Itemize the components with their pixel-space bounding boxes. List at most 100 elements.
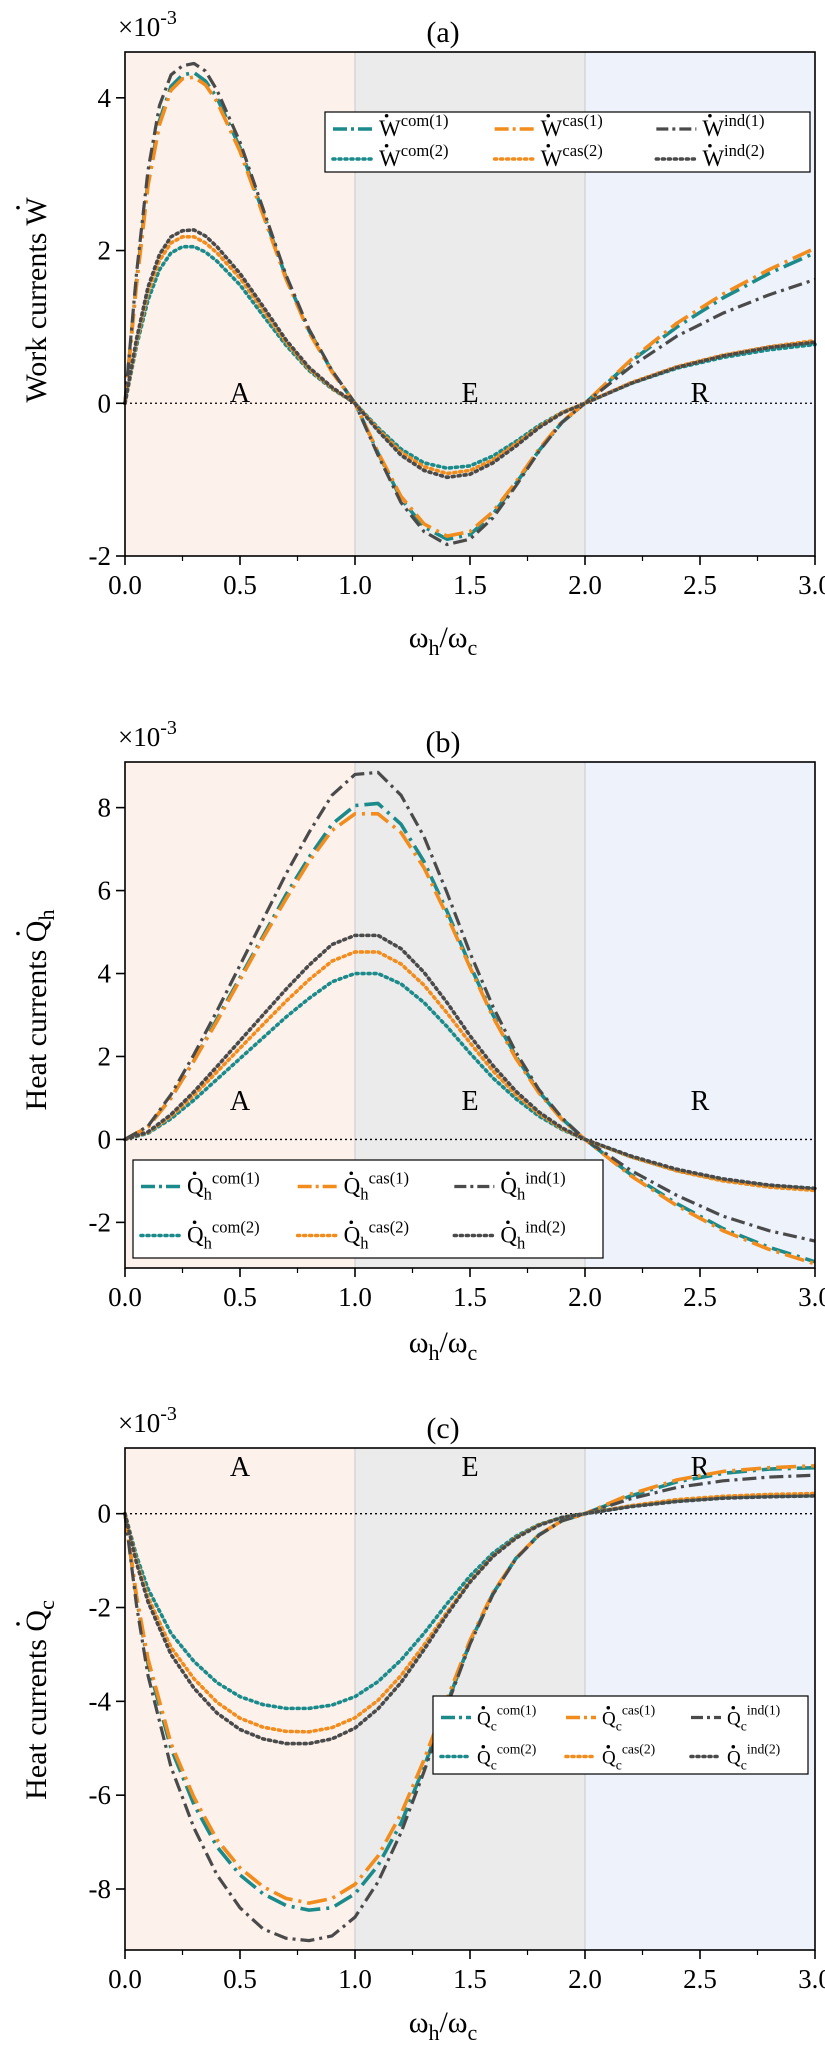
x-tick-label: 1.5 [453, 570, 487, 600]
legend-entry-ind2: Qhind(2) [500, 1218, 565, 1253]
panel-title: (a) [426, 16, 459, 49]
region-label-r: R [691, 1086, 710, 1117]
legend: Qhcom(1) Qhcas(1) Qhind(1) Qhcom(2) Qhcas(2)… [132, 1159, 604, 1259]
panel-a-chart: A E R 0.0 0.5 1.0 1.5 2.0 2.5 3.0 -2 0 2 4 (a) ×10-3 Wor… [16, 7, 825, 660]
y-tick-label: 2 [98, 236, 112, 266]
panel-b-chart: A E R 0.0 0.5 1.0 1.5 2.0 2.5 3.0 -2 0 2 4 6 8 (b) ×10-3 H… [16, 717, 825, 1365]
x-tick-label: 0.0 [108, 1964, 142, 1994]
y-axis-label-group: Heat currents Qc [16, 1600, 59, 1800]
y-tick-label: -8 [89, 1874, 112, 1904]
legend: Qccom(1) Qccas(1) Qcind(1) Qccom(2) Qccas(2)… [432, 1695, 809, 1775]
x-tick-label: 1.5 [453, 1282, 487, 1312]
x-axis-label: ωh/ωc [409, 621, 478, 660]
legend-entry-com1: Wcom(1) [379, 111, 449, 141]
legend-entry-cas1: Qhcas(1) [344, 1169, 409, 1204]
x-tick-label: 3.0 [798, 570, 825, 600]
legend-entry-com1: Qhcom(1) [187, 1169, 260, 1204]
x-tick-label: 2.0 [568, 1282, 602, 1312]
x-tick-label: 3.0 [798, 1964, 825, 1994]
y-tick-label: 8 [98, 793, 112, 823]
y-tick-label: 0 [98, 1499, 112, 1529]
panel-title: (b) [426, 726, 461, 759]
legend-box [324, 111, 811, 173]
panel-title: (c) [426, 1412, 459, 1445]
legend-overdot [731, 1744, 736, 1749]
y-axis-label: Heat currents Qh [20, 910, 59, 1111]
legend-entry-cas1: Wcas(1) [541, 111, 603, 141]
x-tick-label: 2.5 [683, 570, 717, 600]
x-tick-label: 2.5 [683, 1282, 717, 1312]
x-tick-label: 2.0 [568, 570, 602, 600]
x-tick-label: 1.0 [338, 570, 372, 600]
x-tick-label: 0.5 [223, 1964, 257, 1994]
y-tick-label: 0 [98, 388, 112, 418]
region-label-e: E [461, 1086, 478, 1117]
panel-c-chart: AER0.00.51.01.52.02.53.0-8-6-4-20(c)×10-… [16, 1403, 825, 2045]
series-line-ind2 [123, 228, 817, 480]
y-tick-label: -2 [89, 1207, 112, 1237]
y-tick-label: -2 [89, 1593, 112, 1623]
legend-overdot [481, 1744, 486, 1749]
legend-overdot [481, 1705, 486, 1710]
legend-entry-com2: Qccom(2) [477, 1742, 536, 1773]
legend-overdot [731, 1705, 736, 1710]
legend-overdot [349, 1220, 354, 1225]
x-tick-label: 1.0 [338, 1282, 372, 1312]
legend-entry-cas2: Qccas(2) [602, 1742, 655, 1773]
region-label-a: A [230, 1452, 251, 1483]
series-line-ind1 [124, 770, 816, 1243]
x-tick-label: 3.0 [798, 1282, 825, 1312]
legend: Wcom(1) Wcas(1) Wind(1) Wcom(2) Wcas(2) Wind(… [324, 111, 811, 173]
legend-overdot [708, 143, 712, 148]
series-line-cas1 [123, 1464, 816, 1905]
scale-label: ×10-3 [118, 1403, 177, 1438]
legend-box [132, 1159, 604, 1259]
legend-entry-com2: Qhcom(2) [187, 1218, 260, 1253]
legend-entry-ind2: Wind(2) [702, 141, 764, 171]
legend-overdot [192, 1171, 197, 1176]
region-label-a: A [230, 1086, 251, 1117]
y-axis-label: Work currents W [20, 197, 53, 403]
y-label-overdot [16, 205, 20, 210]
y-tick-label: -2 [89, 541, 112, 571]
x-tick-label: 2.0 [568, 1964, 602, 1994]
series-line-ind1 [123, 61, 816, 547]
x-axis-label: ωh/ωc [409, 2006, 478, 2045]
series-line-ind2 [123, 933, 817, 1191]
legend-overdot [384, 143, 389, 148]
x-tick-label: 2.5 [683, 1964, 717, 1994]
x-tick-label: 0.0 [108, 1282, 142, 1312]
legend-overdot [506, 1171, 510, 1176]
legend-overdot [506, 1220, 510, 1225]
y-tick-label: 2 [98, 1041, 112, 1071]
legend-entry-com2: Wcom(2) [379, 141, 449, 171]
region-label-r: R [691, 378, 710, 409]
y-label-overdot [16, 1622, 20, 1626]
y-axis-label-group: Heat currents Qh [16, 910, 59, 1111]
legend-entry-com1: Qccom(1) [477, 1703, 536, 1734]
legend-entry-ind2: Qcind(2) [727, 1742, 780, 1773]
legend-overdot [349, 1171, 354, 1176]
legend-entry-cas2: Wcas(2) [541, 141, 603, 171]
x-tick-label: 1.5 [453, 1964, 487, 1994]
legend-overdot [606, 1744, 611, 1749]
y-tick-label: -4 [89, 1686, 112, 1716]
legend-entry-ind1: Qhind(1) [500, 1169, 565, 1204]
x-axis-label: ωh/ωc [409, 1326, 478, 1365]
legend-overdot [192, 1220, 197, 1225]
legend-box [432, 1695, 809, 1775]
x-tick-label: 0.5 [223, 570, 257, 600]
x-tick-label: 1.0 [338, 1964, 372, 1994]
series-line-com1 [123, 1465, 816, 1912]
legend-overdot [384, 113, 389, 118]
x-tick-label: 0.5 [223, 1282, 257, 1312]
legend-entry-ind1: Qcind(1) [727, 1703, 780, 1734]
y-tick-label: 4 [98, 959, 112, 989]
legend-overdot [708, 113, 712, 118]
legend-entry-cas1: Qccas(1) [602, 1703, 655, 1734]
region-label-e: E [461, 1452, 478, 1483]
series-line-ind2 [123, 1494, 817, 1746]
scale-label: ×10-3 [118, 717, 177, 752]
y-axis-label: Heat currents Qc [20, 1600, 59, 1800]
y-tick-label: 4 [98, 83, 112, 113]
